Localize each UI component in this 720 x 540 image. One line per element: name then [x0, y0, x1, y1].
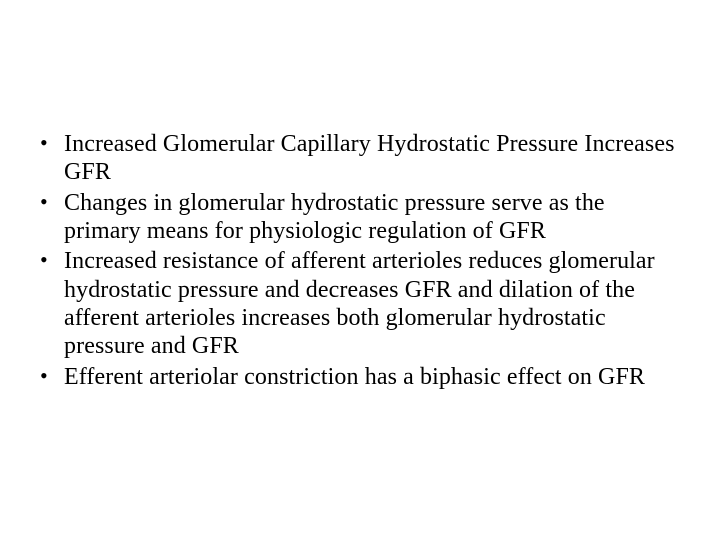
- list-item: Efferent arteriolar constriction has a b…: [34, 363, 686, 391]
- list-item: Increased resistance of afferent arterio…: [34, 247, 686, 360]
- slide: Increased Glomerular Capillary Hydrostat…: [0, 0, 720, 540]
- list-item: Changes in glomerular hydrostatic pressu…: [34, 189, 686, 246]
- bullet-list: Increased Glomerular Capillary Hydrostat…: [34, 130, 686, 391]
- list-item: Increased Glomerular Capillary Hydrostat…: [34, 130, 686, 187]
